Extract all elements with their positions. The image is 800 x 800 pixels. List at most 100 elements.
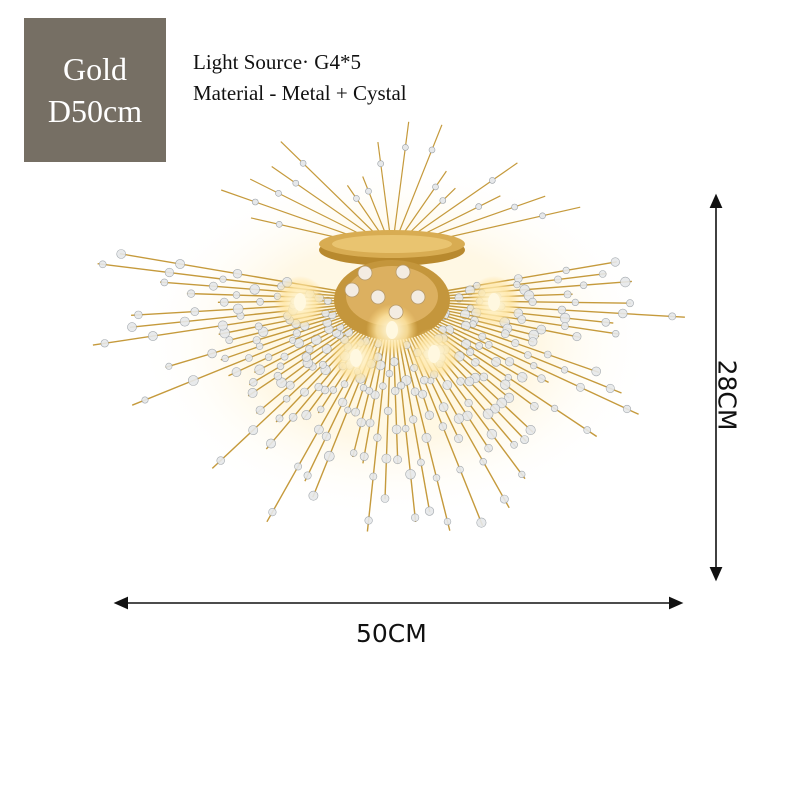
dimension-lines <box>113 193 723 610</box>
crystal-bead <box>380 494 390 503</box>
crystal-bead <box>381 453 392 464</box>
crystal-bead <box>255 405 265 415</box>
crystal-bead <box>503 392 515 404</box>
badge-color-label: Gold <box>63 51 127 87</box>
crystal-bead <box>100 339 109 348</box>
crystal-bead <box>301 352 312 362</box>
crystal-bead <box>134 310 143 320</box>
crystal-bead <box>583 426 592 434</box>
crystal-bead <box>476 517 487 528</box>
crystal-bead <box>254 364 265 375</box>
crystal-bead <box>454 433 464 443</box>
crystal-bead <box>486 429 498 440</box>
crystal-bead <box>537 374 546 383</box>
crystal-bead <box>98 260 107 269</box>
crystal-bead <box>453 413 465 424</box>
crystal-bead <box>252 336 261 345</box>
crystal-bead <box>442 380 453 390</box>
crystal-bead <box>292 329 301 338</box>
crystal-bead <box>424 410 435 420</box>
crystal-bead <box>299 160 307 167</box>
crystal-bead <box>323 450 335 462</box>
crystal-bead <box>397 381 406 390</box>
crystal-bead <box>405 469 416 480</box>
crystal-bead <box>359 452 369 461</box>
crystal-bead <box>421 432 432 443</box>
crystal-bead <box>127 322 137 332</box>
crystal-bead <box>116 249 126 259</box>
crystal-bead <box>252 198 259 206</box>
crystal-bead <box>482 408 494 420</box>
crystal-bead <box>499 494 509 504</box>
color-size-badge: Gold D50cm <box>24 18 166 162</box>
crystal-bead <box>317 405 325 413</box>
crystal-bead <box>520 435 529 444</box>
crystal-bead <box>432 183 439 191</box>
crystal-bead <box>225 336 234 344</box>
crystal-bead <box>518 470 526 479</box>
crystal-bead <box>221 354 229 363</box>
crystal-bead <box>232 303 244 315</box>
crystal-bead <box>424 506 435 516</box>
crystal-bead <box>454 293 464 303</box>
crystal-bead <box>428 146 436 154</box>
crystal-bead <box>610 257 620 267</box>
crystal-bead <box>308 490 319 501</box>
crystal-bead <box>528 297 537 307</box>
crystal-bead <box>530 362 538 370</box>
crystal-bead <box>438 402 449 413</box>
bulb <box>428 345 440 363</box>
crystal-bead <box>356 417 366 428</box>
crystal-bead <box>464 376 475 387</box>
crystal-bead <box>353 195 360 202</box>
crystal-bead <box>288 412 298 422</box>
crystal-bead <box>418 389 427 399</box>
crystal-bead <box>601 317 611 327</box>
pearl-bead <box>357 265 373 281</box>
crystal-bead <box>314 382 323 392</box>
crystal-bead <box>572 332 582 342</box>
crystal-bead <box>432 474 441 482</box>
crystal-bead <box>409 415 418 424</box>
crystal-bead <box>294 462 302 471</box>
crystal-bead <box>351 407 360 417</box>
crystal-bead <box>389 357 399 367</box>
crystal-bead <box>190 307 200 316</box>
crystal-bead <box>377 160 385 167</box>
crystal-bead <box>249 284 260 295</box>
crystal-bead <box>219 275 227 283</box>
crystal-bead <box>576 382 585 392</box>
bulb <box>350 349 362 367</box>
badge-size-label: D50cm <box>47 93 143 129</box>
pearl-bead <box>388 304 404 320</box>
center-pearls <box>344 264 426 320</box>
crystal-bead <box>232 291 241 299</box>
crystal-bead <box>165 362 173 370</box>
crystal-bead <box>488 177 496 184</box>
crystal-bead <box>475 203 483 210</box>
crystal-bead <box>365 187 372 195</box>
crystal-bead <box>254 322 263 331</box>
crystal-bead <box>179 316 190 327</box>
crystal-bead <box>484 444 493 453</box>
crystal-bead <box>216 456 225 465</box>
crystal-bead <box>561 322 569 330</box>
crystal-bead <box>529 401 539 411</box>
crystal-bead <box>496 397 508 409</box>
crystal-bead <box>491 356 501 367</box>
crystal-bead <box>264 353 273 361</box>
crystal-bead <box>402 424 410 433</box>
crystal-bead <box>471 358 480 367</box>
crystal-bead <box>249 378 258 387</box>
crystal-bead <box>618 308 628 319</box>
crystal-bead <box>329 386 337 394</box>
crystal-bead <box>232 269 243 279</box>
crystal-bead <box>303 471 312 480</box>
crystal-bead <box>443 517 452 526</box>
crystal-bead <box>282 395 291 403</box>
crystal-bead <box>525 424 536 435</box>
crystal-bead <box>411 513 420 522</box>
crystal-bead <box>410 387 420 396</box>
crystal-bead <box>318 360 327 369</box>
crystal-bead <box>528 337 538 347</box>
